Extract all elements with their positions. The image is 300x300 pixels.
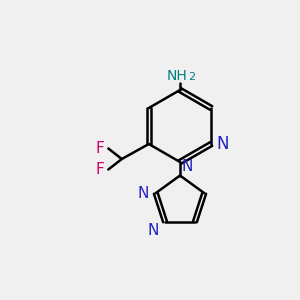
Text: N: N — [138, 186, 149, 201]
Text: N: N — [148, 223, 159, 238]
Text: N: N — [217, 135, 229, 153]
Text: NH: NH — [167, 68, 188, 83]
Text: F: F — [95, 141, 104, 156]
Text: 2: 2 — [188, 73, 195, 82]
Text: N: N — [182, 159, 193, 174]
Text: F: F — [95, 162, 104, 177]
